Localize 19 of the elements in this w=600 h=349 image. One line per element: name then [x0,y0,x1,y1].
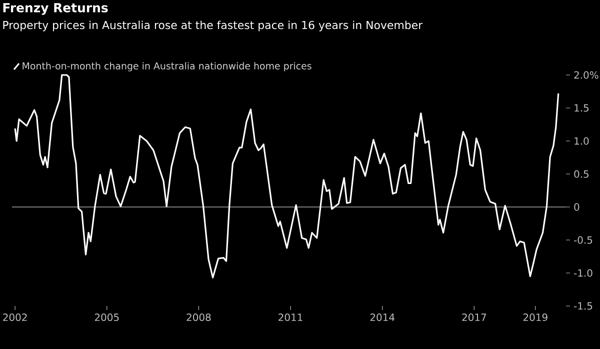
x-tick-label: 2014 [370,314,394,322]
x-tick-label: 2002 [3,314,27,322]
y-tick-label: -1.0 [574,269,592,277]
y-tick-label: 2.0% [574,71,598,79]
y-tick-label: 0.5 [574,170,588,178]
y-tick-label: -1.5 [574,302,592,310]
y-tick-label: 1.0 [574,137,589,145]
line-series [14,74,560,278]
y-tick-label: -0.5 [574,236,592,244]
chart-subtitle: Property prices in Australia rose at the fastest pace in 16 years in November [3,20,423,32]
x-tick-label: 2019 [523,314,548,322]
y-tick-label: 0 [574,203,580,211]
x-tick-label: 2008 [186,314,211,322]
legend-label: Month-on-month change in Australia nationwide home prices [22,62,312,72]
x-tick-label: 2011 [278,314,302,322]
y-tick-label: 1.5 [574,104,588,112]
chart-title: Frenzy Returns [3,3,108,15]
x-tick-label: 2005 [94,314,119,322]
x-tick-label: 2017 [462,314,486,322]
